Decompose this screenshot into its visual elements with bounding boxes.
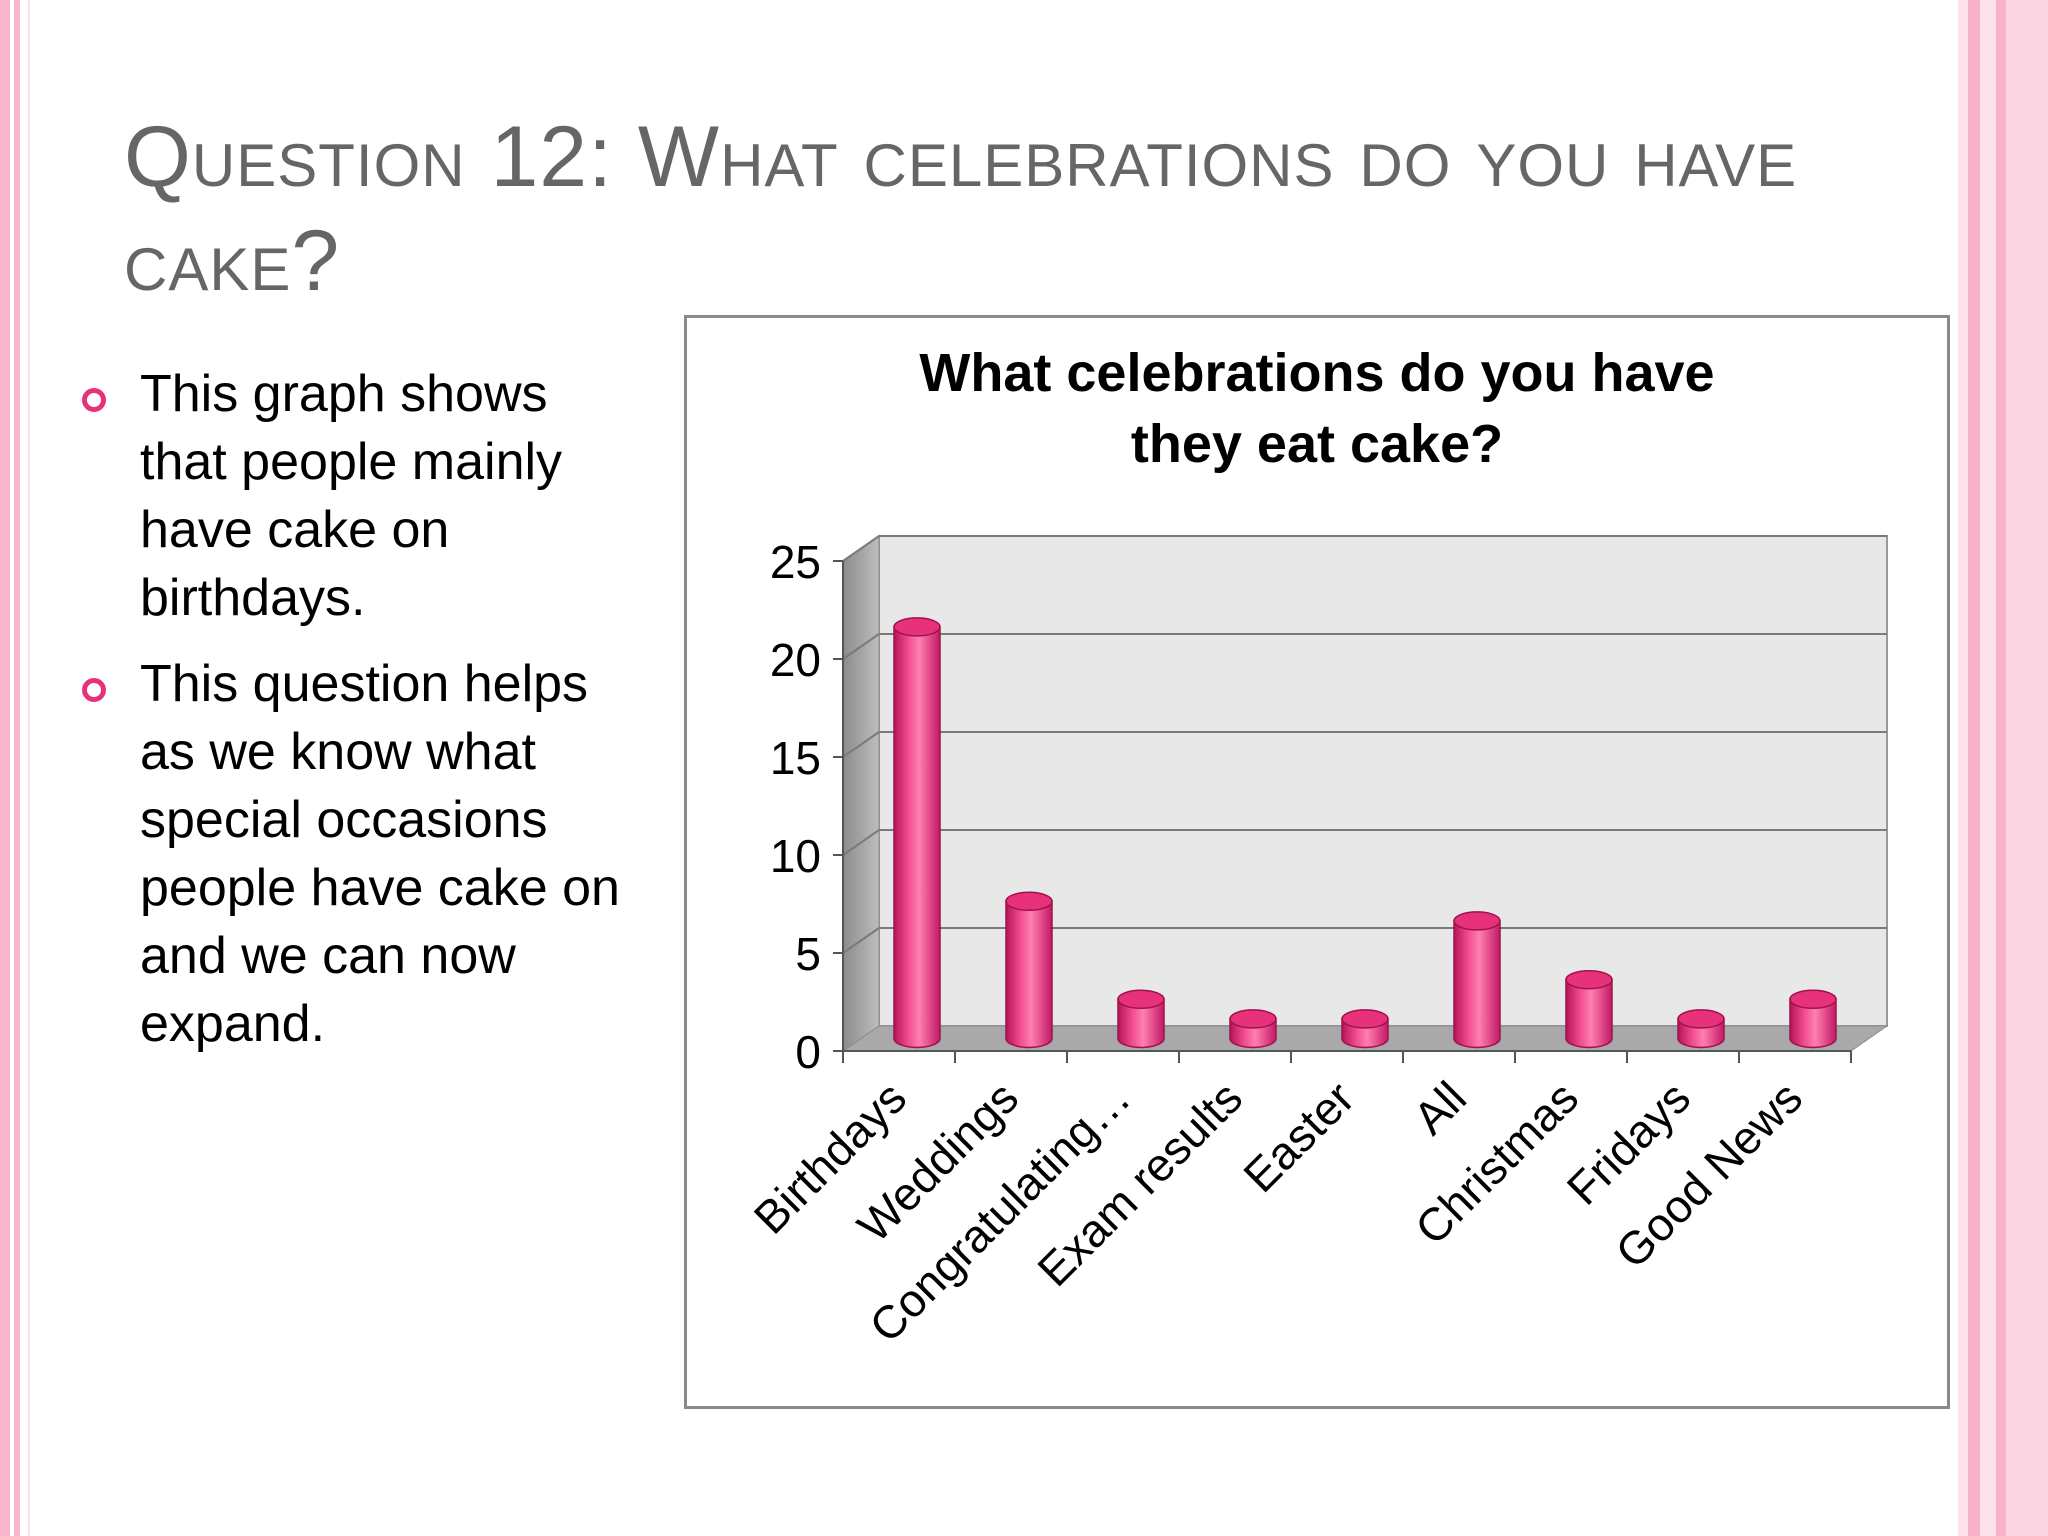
bar-top [1565,969,1613,990]
bar-top [1453,911,1501,931]
x-tick-label: All [1403,1071,1476,1144]
left-border-stripe-inner [14,0,20,1536]
y-tick-label: 5 [795,928,821,980]
bar [1005,900,1053,1049]
side-wall [842,535,880,1052]
plot-area: 0510152025BirthdaysWeddingsCongratulatin… [744,535,1889,1352]
y-tick-label: 25 [770,536,821,588]
chart-frame: What celebrations do you have they eat c… [684,315,1950,1409]
bullet-ring-icon [82,388,106,412]
gridline-depth [842,535,880,562]
bullet-list: This graph shows that people mainly have… [70,360,630,1076]
bar [1565,978,1613,1049]
bullet-item: This question helps as we know what spec… [70,650,630,1058]
bar-top [893,617,941,637]
chart-title-line-1: What celebrations do you have [919,343,1714,403]
slide-title: Question 12: What celebrations do you ha… [124,109,1798,309]
chart-title-line-2: they eat cake? [1131,414,1503,474]
right-border-stripe-3 [1980,0,1996,1536]
bar-top [1789,989,1837,1010]
left-border-stripe [0,0,10,1536]
bar-top [1677,1009,1725,1029]
y-tick-label: 0 [795,1026,821,1078]
gridline-depth [842,927,880,954]
bullet-text: This graph shows that people mainly have… [140,365,563,627]
bar [1453,920,1501,1049]
gridline-depth [842,829,880,856]
right-border-stripe-2 [1968,0,1980,1536]
right-border-stripe-5 [2006,0,2048,1536]
bullet-text: This question helps as we know what spec… [140,655,620,1053]
bar-top [1117,989,1165,1010]
bullet-ring-icon [82,678,106,702]
bar-top [1341,1009,1389,1029]
gridline-depth [842,731,880,758]
bullet-item: This graph shows that people mainly have… [70,360,630,632]
y-tick-label: 20 [770,634,821,686]
bar-top [1005,891,1053,912]
right-border-stripe-1 [1958,0,1968,1536]
y-tick-label: 15 [770,732,821,784]
bar [1789,998,1837,1049]
bar-chart: What celebrations do you have they eat c… [744,343,1889,1352]
y-tick-label: 10 [770,830,821,882]
bar-top [1229,1009,1277,1029]
bar [893,626,941,1049]
x-tick-label: Easter [1233,1071,1364,1202]
right-border-stripe-4 [1996,0,2006,1536]
chart-title: What celebrations do you have they eat c… [919,343,1714,474]
gridline-depth [842,633,880,660]
bar [1117,998,1165,1049]
